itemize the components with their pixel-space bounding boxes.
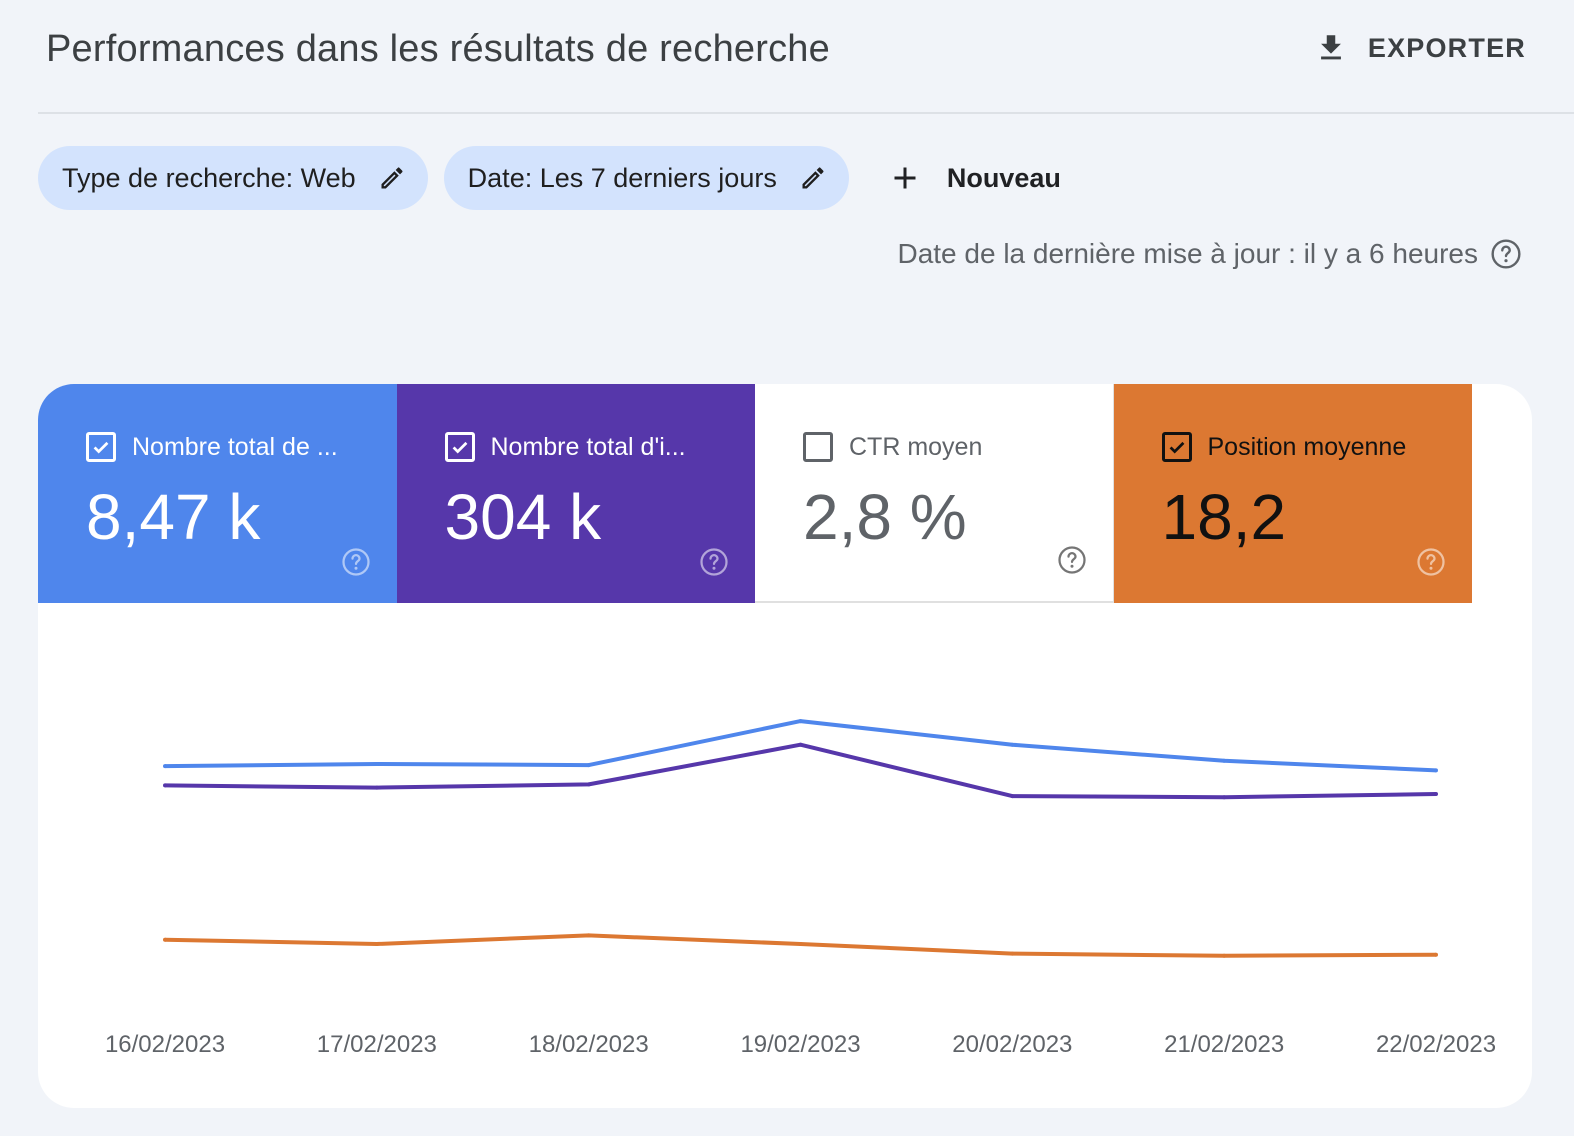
series-0-point[interactable] [1010, 742, 1015, 747]
metric-label: CTR moyen [849, 432, 983, 461]
page-title: Performances dans les résultats de reche… [46, 28, 830, 70]
x-tick-label: 21/02/2023 [1164, 1031, 1284, 1058]
metric-header: Nombre total de ... [86, 432, 338, 462]
performance-card: Nombre total de ... 8,47 k Nombre total … [38, 384, 1532, 1108]
series-2-point[interactable] [1010, 951, 1015, 956]
help-icon[interactable] [341, 547, 371, 577]
line-chart: 16/02/2023 17/02/2023 18/02/2023 19/02/2023… [105, 719, 1496, 1058]
download-icon [1320, 35, 1341, 60]
series-1-point[interactable] [1434, 792, 1438, 796]
edit-pencil-icon[interactable] [378, 164, 406, 192]
series-line-1 [164, 742, 1437, 800]
metric-tile-ctr[interactable]: CTR moyen 2,8 % [755, 384, 1114, 603]
x-tick-label: 22/02/2023 [1376, 1031, 1496, 1058]
metric-header: Nombre total d'i... [444, 432, 686, 462]
help-icon[interactable] [699, 547, 729, 577]
metric-tile-impressions[interactable]: Nombre total d'i... 304 k [396, 384, 755, 603]
series-0-point[interactable] [1434, 768, 1438, 773]
metric-value: 8,47 k [86, 481, 261, 553]
help-icon[interactable] [1490, 238, 1522, 270]
performance-chart: 16/02/2023 17/02/2023 18/02/2023 19/02/2023… [38, 603, 1532, 1108]
series-1-point[interactable] [1222, 795, 1227, 800]
metric-value: 2,8 % [803, 481, 967, 553]
series-2-point[interactable] [374, 942, 379, 946]
series-1-point[interactable] [374, 785, 379, 790]
search-type-chip-label: Type de recherche: Web [62, 162, 356, 193]
series-0-point[interactable] [1222, 758, 1227, 763]
new-filter-label: Nouveau [946, 162, 1061, 193]
export-button[interactable]: EXPORTER [1314, 26, 1526, 70]
series-2-point[interactable] [163, 937, 167, 942]
date-filter-chip[interactable]: Date: Les 7 derniers jours [443, 146, 849, 210]
series-0-point[interactable] [374, 762, 379, 766]
series-2-point[interactable] [798, 942, 803, 946]
checkbox-checked-icon[interactable] [444, 432, 475, 462]
series-2-point[interactable] [1222, 953, 1227, 958]
metric-header: CTR moyen [803, 432, 982, 462]
series-2-point[interactable] [1434, 952, 1438, 957]
x-tick-label: 16/02/2023 [105, 1031, 225, 1058]
metric-tile-clicks[interactable]: Nombre total de ... 8,47 k [38, 384, 397, 603]
metric-tile-position[interactable]: Position moyenne 18,2 [1113, 384, 1472, 603]
metric-value: 18,2 [1161, 481, 1287, 553]
x-tick-label: 17/02/2023 [317, 1031, 437, 1058]
date-chip-label: Date: Les 7 derniers jours [467, 162, 777, 193]
series-0-point[interactable] [163, 764, 167, 769]
x-tick-label: 19/02/2023 [740, 1031, 860, 1058]
metric-label: Nombre total de ... [132, 432, 338, 461]
checkbox-checked-icon[interactable] [1161, 432, 1192, 462]
series-1-point[interactable] [1010, 794, 1015, 799]
series-0-point[interactable] [586, 763, 591, 768]
series-1-point[interactable] [586, 782, 591, 787]
header-divider [38, 112, 1574, 114]
edit-pencil-icon[interactable] [799, 164, 827, 192]
checkbox-checked-icon[interactable] [86, 432, 116, 462]
series-0-point[interactable] [798, 719, 803, 724]
metric-tiles: Nombre total de ... 8,47 k Nombre total … [38, 384, 1472, 603]
export-label: EXPORTER [1367, 32, 1526, 63]
series-1-point[interactable] [163, 783, 167, 788]
series-2-point[interactable] [586, 933, 591, 938]
x-tick-label: 18/02/2023 [529, 1031, 649, 1058]
help-icon[interactable] [1416, 547, 1446, 577]
metric-label: Nombre total d'i... [490, 432, 686, 461]
metric-header: Position moyenne [1161, 432, 1407, 462]
series-1-point[interactable] [798, 742, 803, 747]
plus-icon [894, 167, 916, 189]
header: Performances dans les résultats de reche… [46, 22, 1526, 82]
new-filter-button[interactable]: Nouveau [887, 160, 1061, 196]
x-tick-label: 20/02/2023 [952, 1031, 1072, 1058]
checkbox-unchecked-icon[interactable] [803, 432, 833, 462]
last-update: Date de la dernière mise à jour : il y a… [897, 238, 1522, 270]
metric-value: 304 k [444, 481, 602, 553]
filter-bar: Type de recherche: Web Date: Les 7 derni… [38, 146, 1061, 210]
last-update-text: Date de la dernière mise à jour : il y a… [897, 238, 1478, 269]
search-type-filter-chip[interactable]: Type de recherche: Web [38, 146, 428, 210]
help-icon[interactable] [1057, 545, 1087, 575]
metric-label: Position moyenne [1207, 432, 1407, 461]
